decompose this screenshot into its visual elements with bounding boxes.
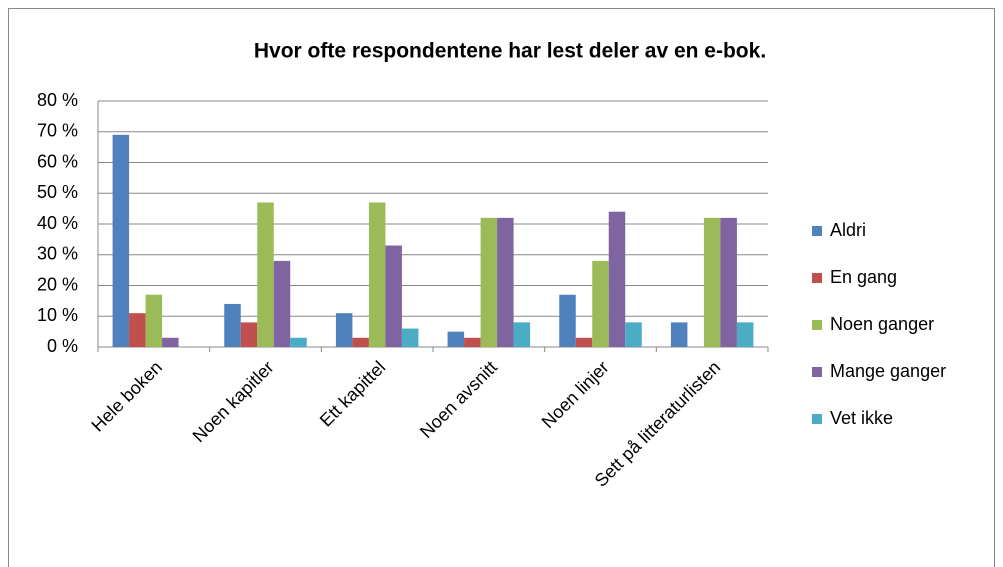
bar (240, 322, 258, 347)
y-tick-label: 70 % (37, 121, 78, 141)
legend-swatch (812, 367, 822, 377)
y-tick-label: 60 % (37, 151, 78, 171)
bar (670, 322, 688, 347)
bar (575, 337, 593, 347)
legend-swatch (812, 273, 822, 283)
bar (513, 322, 531, 347)
bar (335, 313, 353, 347)
y-tick-label: 30 % (37, 244, 78, 264)
y-tick-label: 0 % (47, 336, 78, 356)
bar (464, 337, 481, 347)
bar (592, 260, 609, 347)
bar (273, 260, 291, 347)
bar (112, 134, 130, 347)
legend-swatch (812, 320, 822, 330)
y-tick-label: 10 % (37, 305, 78, 325)
bar (401, 328, 419, 347)
chart-title: Hvor ofte respondentene har lest deler a… (254, 40, 766, 63)
bar (290, 337, 307, 347)
legend-label: Mange ganger (830, 361, 946, 381)
bar (703, 217, 721, 347)
bar (736, 322, 754, 347)
legend-swatch (812, 226, 822, 236)
bar (497, 217, 514, 347)
legend-label: Vet ikke (830, 408, 893, 428)
legend-label: Aldri (830, 220, 866, 240)
bar (385, 245, 402, 347)
bar (368, 202, 386, 347)
bar (162, 337, 179, 347)
y-tick-label: 40 % (37, 213, 78, 233)
legend-swatch (812, 414, 822, 424)
bar (257, 202, 274, 347)
legend-label: Noen ganger (830, 314, 934, 334)
bar (224, 303, 241, 347)
y-tick-label: 20 % (37, 274, 78, 294)
bar (129, 313, 146, 347)
legend-label: En gang (830, 267, 897, 287)
bar (145, 294, 163, 347)
bar (720, 217, 737, 347)
bar (608, 211, 626, 347)
bar (480, 217, 498, 347)
bar (625, 322, 642, 347)
y-tick-label: 80 % (37, 90, 78, 110)
y-tick-label: 50 % (37, 182, 78, 202)
bar (559, 294, 576, 347)
bar (447, 331, 465, 347)
bar (352, 337, 369, 347)
